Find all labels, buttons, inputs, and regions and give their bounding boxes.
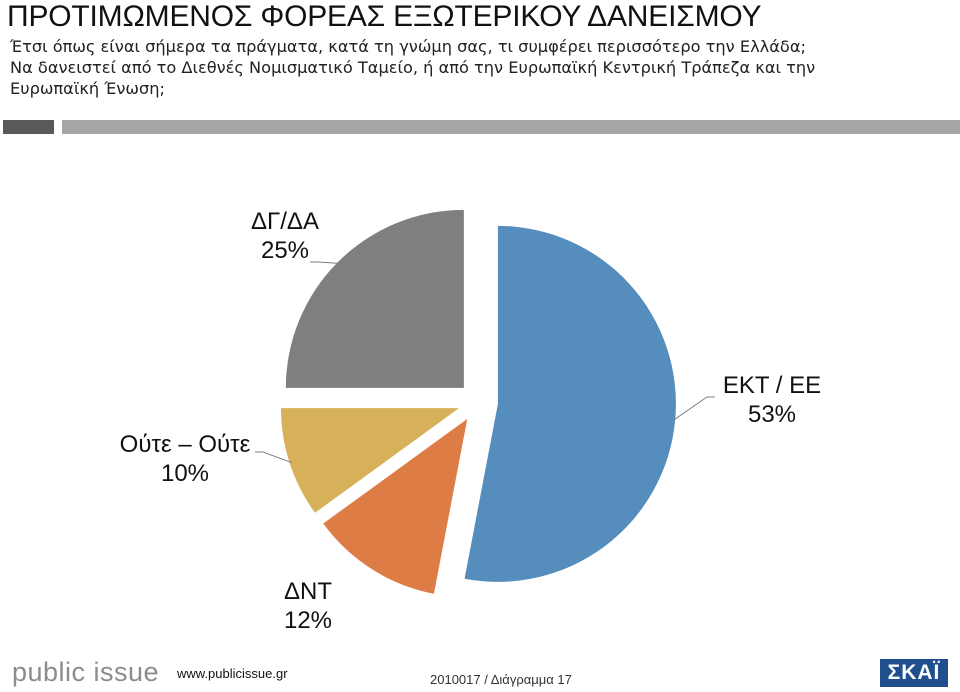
question-line: Ευρωπαϊκή Ένωση;: [10, 79, 165, 98]
leader-line: [672, 396, 715, 421]
slice-dnt: [323, 418, 468, 594]
publicissue-logo: public issue: [12, 657, 160, 687]
slice-category: ΔΝΤ: [283, 578, 333, 605]
slice-percent: 10%: [160, 460, 210, 487]
slice-label-ekt-ee: ΕΚΤ / ΕΕ 53%: [712, 371, 832, 429]
slice-percent: 25%: [260, 237, 310, 264]
footer-url[interactable]: www.publicissue.gr: [177, 666, 288, 681]
slice-category: ΔΓ/ΔΑ: [251, 208, 319, 235]
slice-dg-da: [285, 209, 464, 388]
slice-oute-oute: [280, 408, 459, 513]
slice-percent: 12%: [283, 607, 333, 634]
slice-label-dg-da: ΔΓ/ΔΑ 25%: [230, 207, 340, 265]
header-divider-light: [62, 120, 960, 134]
header-divider-dark: [3, 120, 54, 134]
leader-line: [310, 261, 340, 264]
question-line: Έτσι όπως είναι σήμερα τα πράγματα, κατά…: [10, 37, 806, 56]
slice-label-oute-oute: Ούτε – Ούτε 10%: [100, 430, 270, 488]
slice-category: Ούτε – Ούτε: [119, 431, 251, 458]
slice-label-dnt: ΔΝΤ 12%: [258, 577, 358, 635]
footer-chart-code: 2010017 / Διάγραμμα 17: [430, 672, 572, 687]
slice-ekt-ee: [464, 225, 676, 582]
slice-category: ΕΚΤ / ΕΕ: [722, 372, 822, 399]
survey-question: Έτσι όπως είναι σήμερα τα πράγματα, κατά…: [10, 36, 940, 99]
leader-line: [255, 451, 292, 464]
page-title: ΠΡΟΤΙΜΩΜΕΝΟΣ ΦΟΡΕΑΣ ΕΞΩΤΕΡΙΚΟΥ ΔΑΝΕΙΣΜΟΥ: [7, 0, 762, 33]
slice-percent: 53%: [747, 401, 797, 428]
question-line: Να δανειστεί από το Διεθνές Νομισματικό …: [10, 58, 816, 77]
skai-logo: ΣΚΑΪ: [880, 659, 948, 687]
